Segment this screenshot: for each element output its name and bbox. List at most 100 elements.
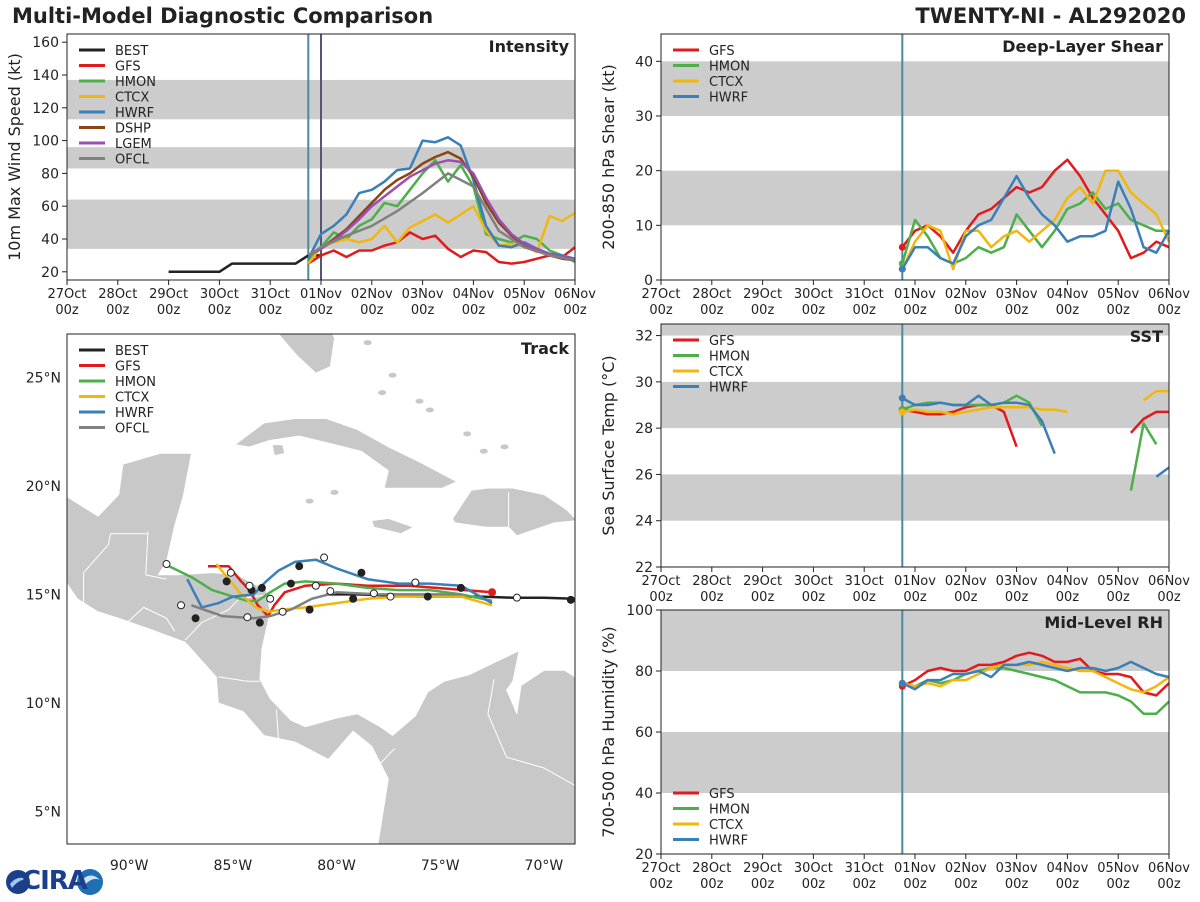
y-tick-label: 100	[32, 134, 59, 150]
x-tick-label: 02Nov	[351, 287, 393, 302]
country-border	[145, 574, 167, 580]
x-tick-label: 00z	[954, 590, 978, 605]
series-hwrf	[901, 174, 1171, 270]
series-ctcx	[1142, 389, 1169, 402]
panel-sst: 22242628303227Oct00z28Oct00z29Oct00z30Oc…	[599, 323, 1190, 605]
x-tick-label: 29Oct	[743, 861, 782, 876]
land-small-island	[500, 444, 509, 450]
y-tick-label: 80	[41, 166, 59, 182]
legend-label-hmon: HMON	[709, 60, 750, 75]
start-marker-hwrf	[898, 679, 906, 687]
x-tick-label: 04Nov	[1046, 861, 1088, 876]
track-position-marker	[423, 592, 432, 601]
track-marker-best	[566, 595, 575, 604]
x-tick-label: 02Nov	[945, 574, 987, 589]
x-tick-label: 01Nov	[300, 287, 342, 302]
x-tick-label: 02Nov	[945, 287, 987, 302]
header-left-title: Multi-Model Diagnostic Comparison	[12, 4, 434, 28]
country-border	[83, 533, 148, 606]
legend-label-ctcx: CTCX	[709, 818, 743, 833]
y-tick-label: 20°N	[26, 479, 61, 495]
x-tick-label: 00z	[1107, 877, 1131, 892]
series-lgem	[307, 159, 576, 260]
track-hmon	[163, 562, 493, 603]
country-border	[275, 709, 279, 740]
track-position-marker	[162, 560, 171, 569]
x-tick-label: 03Nov	[996, 574, 1038, 589]
x-tick-label: 00z	[309, 303, 333, 318]
header-storm-id: TWENTY-NI - AL292020	[915, 4, 1186, 28]
legend-label-hwrf: HWRF	[115, 106, 154, 121]
track-position-marker	[456, 583, 465, 592]
panel-rh: 2040608010027Oct00z28Oct00z29Oct00z30Oct…	[599, 603, 1190, 892]
x-tick-label: 00z	[649, 877, 673, 892]
legend-label-dshp: DSHP	[115, 122, 151, 137]
legend-label-hwrf: HWRF	[115, 406, 154, 421]
series-gfs	[307, 231, 576, 265]
x-tick-label: 06Nov	[1148, 287, 1190, 302]
x-tick-label: 00z	[1056, 590, 1080, 605]
x-tick-label: 27Oct	[641, 287, 680, 302]
x-tick-label: 00z	[259, 303, 283, 318]
x-tick-label: 29Oct	[743, 287, 782, 302]
y-tick-label: 5°N	[35, 804, 61, 820]
x-tick-label: 01Nov	[894, 861, 936, 876]
map-frame	[66, 333, 576, 845]
legend-label-gfs: GFS	[709, 334, 735, 349]
legend-label-gfs: GFS	[709, 44, 735, 59]
x-tick-label: 02Nov	[945, 861, 987, 876]
land-hispaniola	[452, 487, 575, 537]
x-tick-label: 00z	[1005, 303, 1029, 318]
track-position-marker	[191, 614, 200, 623]
y-tick-label: 10°N	[26, 696, 61, 712]
x-tick-label: 27Oct	[641, 861, 680, 876]
x-tick-label: 00z	[903, 303, 927, 318]
y-axis-label: 10m Max Wind Speed (kt)	[5, 53, 24, 261]
x-tick-label: 00z	[751, 877, 775, 892]
x-tick-label: 00z	[1005, 590, 1029, 605]
x-tick-label: 70°W	[525, 858, 564, 874]
panel-track: 90°W 85°W 80°W 75°W 70°W 5°N 10°N 15°N 20°N 25°N T…	[26, 333, 576, 874]
country-border	[145, 531, 149, 575]
x-tick-label: 00z	[208, 303, 232, 318]
track-marker-hwrf	[411, 578, 420, 587]
x-tick-label: 00z	[954, 303, 978, 318]
track-position-marker	[226, 568, 235, 577]
shaded-band	[661, 170, 1169, 226]
land-florida	[277, 334, 335, 374]
legend-label-lgem: LGEM	[115, 137, 152, 152]
legend-label-ctcx: CTCX	[709, 365, 743, 380]
legend-label-hmon: HMON	[709, 803, 750, 818]
y-tick-label: 26	[635, 467, 653, 483]
x-tick-label: 31Oct	[845, 287, 884, 302]
x-tick-label: 00z	[751, 303, 775, 318]
shaded-band	[661, 61, 1169, 116]
land-small-island	[463, 431, 472, 437]
track-position-marker	[349, 594, 358, 603]
x-tick-label: 27Oct	[641, 574, 680, 589]
country-border	[184, 593, 271, 641]
land-cuba	[233, 418, 458, 489]
x-tick-label: 00z	[1157, 303, 1181, 318]
x-tick-label: 27Oct	[47, 287, 86, 302]
y-axis-label: Sea Surface Temp (°C)	[599, 355, 618, 535]
y-tick-label: 80	[635, 664, 653, 680]
land-small-island	[305, 498, 314, 504]
y-tick-label: 40	[41, 232, 59, 248]
panel-shear: 01020304027Oct00z28Oct00z29Oct00z30Oct00…	[599, 33, 1190, 318]
x-tick-label: 00z	[649, 303, 673, 318]
y-tick-label: 25°N	[26, 370, 61, 386]
legend-label-hmon: HMON	[709, 350, 750, 365]
x-tick-label: 29Oct	[149, 287, 188, 302]
track-hwrf	[186, 558, 493, 609]
y-tick-label: 60	[41, 199, 59, 215]
x-tick-label: 31Oct	[845, 574, 884, 589]
start-marker-ctcx	[898, 408, 906, 416]
start-marker-gfs	[898, 243, 906, 251]
track-marker-hwrf	[320, 553, 329, 562]
y-tick-label: 20	[635, 164, 653, 180]
y-tick-label: 30	[635, 375, 653, 391]
y-tick-label: 30	[635, 109, 653, 125]
x-tick-label: 05Nov	[503, 287, 545, 302]
y-tick-label: 10	[635, 218, 653, 234]
